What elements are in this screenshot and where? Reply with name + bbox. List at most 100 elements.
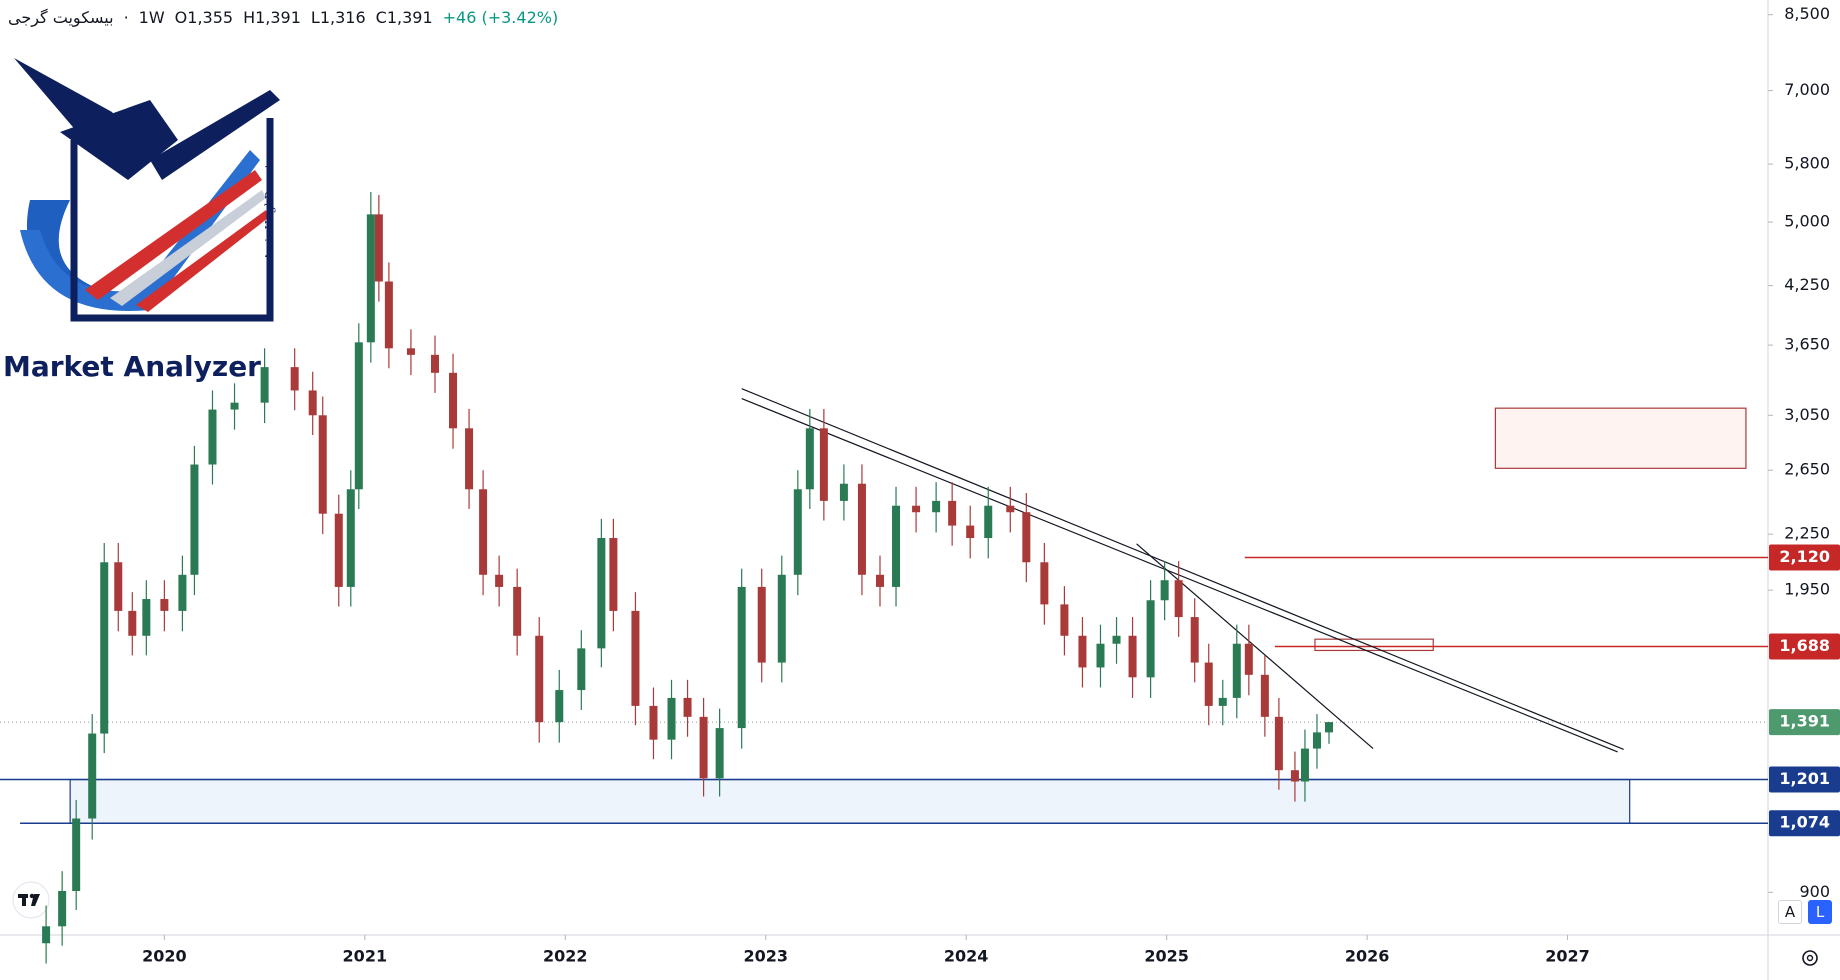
candle-body bbox=[334, 513, 343, 587]
x-tick-label: 2021 bbox=[343, 947, 388, 966]
candle-body bbox=[260, 367, 269, 403]
candle-body bbox=[609, 538, 618, 611]
y-tick-label: 3,650 bbox=[1784, 335, 1830, 354]
candle-body bbox=[649, 705, 658, 740]
price-label: 1,688 bbox=[1779, 636, 1830, 655]
candle-body bbox=[142, 599, 151, 636]
settings-icon[interactable] bbox=[1802, 950, 1818, 966]
scale-buttons: A L bbox=[1778, 900, 1832, 924]
candle-body bbox=[208, 409, 217, 465]
symbol-name: بیسکویت گرجی bbox=[8, 8, 114, 27]
candle-body bbox=[912, 505, 921, 513]
candle-body bbox=[160, 599, 169, 611]
candle-body bbox=[318, 415, 327, 514]
x-tick-label: 2020 bbox=[142, 947, 187, 966]
candle-body bbox=[88, 733, 97, 819]
price-label-box bbox=[1769, 544, 1840, 571]
zone-box bbox=[1314, 638, 1434, 652]
price-label: 1,201 bbox=[1779, 769, 1830, 788]
candle-body bbox=[984, 505, 993, 539]
candle-body bbox=[374, 214, 383, 282]
candle-body bbox=[1096, 643, 1105, 668]
price-label: 1,074 bbox=[1779, 813, 1830, 832]
auto-scale-button[interactable]: A bbox=[1778, 900, 1802, 924]
candle-body bbox=[449, 372, 458, 429]
candle-body bbox=[290, 367, 299, 391]
candle-body bbox=[308, 390, 317, 416]
candle-body bbox=[354, 342, 363, 490]
price-label: 1,391 bbox=[1779, 712, 1830, 731]
candle-body bbox=[667, 697, 676, 740]
candle-body bbox=[699, 716, 708, 779]
x-tick-label: 2024 bbox=[944, 947, 989, 966]
candle-body bbox=[683, 697, 692, 717]
candle-body bbox=[577, 648, 586, 691]
tv-badge bbox=[12, 881, 50, 919]
x-tick-label: 2026 bbox=[1345, 947, 1390, 966]
candle-body bbox=[857, 483, 866, 575]
candle-body bbox=[128, 610, 137, 636]
candle-body bbox=[597, 538, 606, 649]
candle-body bbox=[805, 428, 814, 490]
price-label: 2,120 bbox=[1779, 547, 1830, 566]
candle-body bbox=[892, 505, 901, 587]
candle-body bbox=[932, 500, 941, 513]
y-tick-label: 2,650 bbox=[1784, 460, 1830, 479]
price-label-box bbox=[1769, 633, 1840, 660]
candle-body bbox=[737, 586, 746, 729]
trendline bbox=[741, 388, 1624, 751]
y-tick-label: 900 bbox=[1799, 882, 1830, 901]
candle-body bbox=[190, 464, 199, 575]
candle-body bbox=[1260, 674, 1269, 717]
y-tick-label: 2,250 bbox=[1784, 524, 1830, 543]
candle-body bbox=[555, 690, 564, 723]
candle-body bbox=[1040, 562, 1049, 605]
candle-body bbox=[793, 489, 802, 575]
candle-body bbox=[465, 428, 474, 490]
y-tick-label: 8,500 bbox=[1784, 4, 1830, 23]
candle-body bbox=[178, 574, 187, 611]
candle-body bbox=[1190, 617, 1199, 663]
interval: 1W bbox=[138, 8, 165, 27]
candle-body bbox=[839, 483, 848, 501]
candle-body bbox=[1160, 580, 1169, 601]
trendline bbox=[741, 398, 1618, 753]
candle-body bbox=[72, 818, 81, 892]
candle-body bbox=[406, 348, 415, 355]
log-scale-button[interactable]: L bbox=[1808, 900, 1832, 924]
trendline bbox=[1136, 543, 1374, 750]
candle-body bbox=[966, 525, 975, 539]
separator: · bbox=[123, 8, 129, 27]
y-tick-label: 5,000 bbox=[1784, 212, 1830, 231]
candle-body bbox=[1128, 635, 1137, 678]
price-label-box bbox=[1769, 709, 1840, 736]
candle-body bbox=[757, 586, 766, 663]
candle-body bbox=[875, 574, 884, 587]
y-tick-label: 1,950 bbox=[1784, 580, 1830, 599]
candle-body bbox=[495, 574, 504, 587]
candle-body bbox=[1290, 770, 1299, 782]
x-tick-label: 2027 bbox=[1545, 947, 1590, 966]
candle-body bbox=[1274, 716, 1283, 771]
candle-body bbox=[430, 354, 439, 373]
candle-body bbox=[384, 281, 393, 349]
x-tick-label: 2022 bbox=[543, 947, 588, 966]
candle-body bbox=[1078, 635, 1087, 668]
candle-body bbox=[1146, 600, 1155, 678]
candle-body bbox=[230, 402, 239, 410]
legend-header: بیسکویت گرجی · 1W O1,355 H1,391 L1,316 C… bbox=[8, 8, 558, 27]
candle-body bbox=[479, 489, 488, 575]
zone-box bbox=[69, 778, 1631, 824]
candle-body bbox=[1060, 604, 1069, 636]
candle-body bbox=[715, 728, 724, 779]
candle-body bbox=[42, 926, 51, 944]
candle-body bbox=[631, 610, 640, 706]
candle-body bbox=[1232, 643, 1241, 698]
x-tick-label: 2025 bbox=[1144, 947, 1189, 966]
candle-body bbox=[535, 635, 544, 723]
plot bbox=[0, 192, 1768, 964]
price-label-box bbox=[1769, 810, 1840, 837]
candle-body bbox=[114, 562, 123, 611]
candle-body bbox=[1300, 748, 1309, 782]
